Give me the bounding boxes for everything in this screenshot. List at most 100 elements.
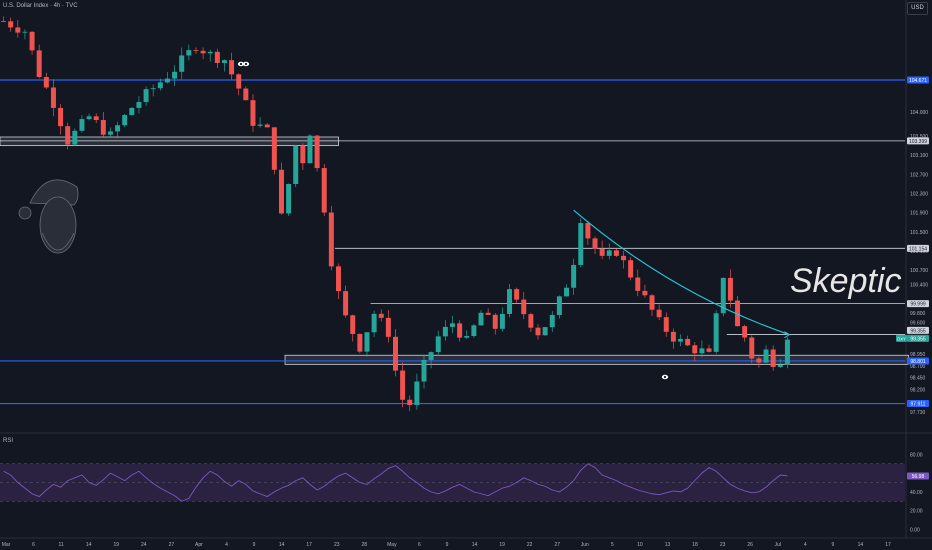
- candle: [713, 313, 719, 352]
- candle: [663, 317, 669, 332]
- candle: [706, 348, 712, 352]
- time-tick-label: 13: [665, 542, 671, 548]
- rsi-value-badge: [907, 472, 929, 480]
- candle: [621, 255, 627, 261]
- currency-button[interactable]: USD: [907, 2, 928, 15]
- time-tick-label: 4: [804, 542, 807, 548]
- time-tick-label: 10: [637, 542, 643, 548]
- time-tick-label: 26: [747, 542, 753, 548]
- eyes-icon-pupil: [244, 62, 248, 66]
- candle: [649, 295, 655, 310]
- time-tick-label: May: [387, 542, 397, 548]
- candle: [521, 299, 527, 315]
- candle: [65, 126, 71, 145]
- time-tick-label: 14: [279, 542, 285, 548]
- time-tick-label: 14: [472, 542, 478, 548]
- time-tick-label: 6: [418, 542, 421, 548]
- candle: [335, 266, 341, 292]
- candle: [271, 127, 277, 170]
- candle: [8, 21, 14, 28]
- candle: [492, 314, 498, 329]
- price-tick-label: 99.800: [910, 311, 926, 317]
- candle: [58, 107, 64, 127]
- time-tick-label: 5: [611, 542, 614, 548]
- price-level-label: 99.355: [910, 336, 926, 342]
- candle: [450, 323, 455, 327]
- candle: [464, 335, 470, 338]
- candle: [221, 60, 227, 63]
- candle: [186, 50, 192, 56]
- time-tick-label: Apr: [195, 542, 203, 548]
- price-level-badge: [907, 334, 929, 342]
- price-level-badge: [907, 76, 929, 84]
- candle: [200, 50, 206, 54]
- price-level-label: 101.154: [909, 246, 927, 252]
- candle: [129, 107, 135, 116]
- candle: [435, 336, 441, 353]
- price-level-label: 98.801: [910, 359, 926, 365]
- price-tick-label: 98.200: [910, 388, 926, 394]
- candle: [29, 31, 35, 51]
- candle: [72, 130, 78, 145]
- support-zone: [0, 136, 339, 147]
- price-level-badge: [907, 326, 929, 334]
- rsi-tick-label: 0.00: [910, 527, 920, 533]
- candle: [157, 82, 163, 89]
- candle: [699, 348, 705, 354]
- candle: [685, 338, 691, 346]
- candle: [407, 399, 413, 406]
- candle: [414, 381, 420, 406]
- time-tick-label: 23: [720, 542, 726, 548]
- time-tick-label: 22: [527, 542, 533, 548]
- candle: [585, 223, 591, 239]
- time-tick-label: 9: [253, 542, 256, 548]
- candle: [79, 119, 85, 131]
- rsi-tick-label: 20.00: [910, 509, 923, 515]
- candle: [656, 309, 662, 318]
- candle: [93, 116, 99, 121]
- candle: [592, 238, 598, 249]
- candle: [635, 277, 641, 291]
- candle: [692, 345, 698, 354]
- candle: [257, 124, 263, 126]
- price-tick-label: 101.500: [910, 230, 928, 236]
- candle: [535, 327, 541, 336]
- candle: [172, 71, 178, 79]
- time-tick-label: Jul: [775, 542, 781, 548]
- candle: [457, 323, 463, 338]
- symbol-badge-label: DXY: [897, 336, 906, 341]
- candle: [343, 291, 349, 316]
- price-tick-label: 100.700: [910, 268, 928, 274]
- time-tick-label: Jun: [581, 542, 589, 548]
- time-tick-label: 27: [554, 542, 560, 548]
- candle: [749, 337, 755, 359]
- rsi-label: RSI: [3, 438, 14, 444]
- time-tick-label: 17: [306, 542, 312, 548]
- time-tick-label: 19: [113, 542, 119, 548]
- candle: [307, 135, 313, 164]
- rsi-value-label: 56.98: [912, 474, 925, 480]
- support-zone: [284, 354, 909, 365]
- time-tick-label: 23: [334, 542, 340, 548]
- price-level-badge: [907, 300, 929, 308]
- candle: [250, 100, 256, 126]
- candle: [542, 327, 548, 336]
- candle: [107, 131, 113, 135]
- candle: [286, 183, 292, 214]
- eye-icon-pupil: [663, 375, 667, 379]
- candle: [36, 50, 42, 77]
- candle: [478, 312, 484, 326]
- santa-emblem: [18, 179, 79, 254]
- candle: [400, 370, 406, 400]
- price-tick-label: 98.950: [910, 352, 926, 358]
- candle: [1, 21, 7, 22]
- candle: [720, 277, 726, 314]
- candle: [428, 352, 434, 360]
- time-tick-label: 14: [86, 542, 92, 548]
- santa-beard: [41, 232, 75, 251]
- candle: [606, 250, 612, 256]
- candle: [599, 248, 605, 256]
- candle: [364, 332, 370, 352]
